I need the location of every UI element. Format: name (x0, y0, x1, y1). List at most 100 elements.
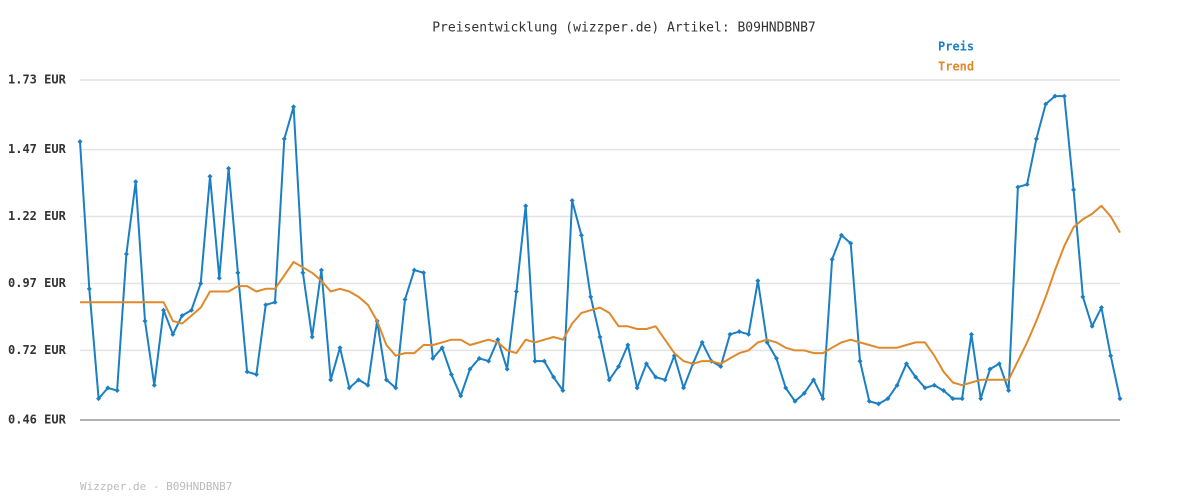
point-marker (383, 377, 389, 383)
y-tick-label: 0.72 EUR (8, 343, 67, 357)
point-marker (207, 173, 213, 179)
point-marker (346, 385, 352, 391)
point-marker (402, 297, 408, 303)
y-tick-label: 1.73 EUR (8, 73, 67, 87)
point-marker (866, 398, 872, 404)
legend-label: Preis (938, 40, 974, 54)
point-marker (486, 358, 492, 364)
point-marker (105, 385, 111, 391)
y-tick-label: 0.97 EUR (8, 276, 67, 290)
point-marker (291, 104, 297, 110)
point-marker (588, 294, 594, 300)
point-marker (476, 355, 482, 361)
point-marker (263, 302, 269, 308)
point-marker (643, 361, 649, 367)
point-marker (114, 388, 120, 394)
point-marker (272, 299, 278, 305)
point-marker (337, 345, 343, 351)
point-marker (1006, 388, 1012, 394)
point-marker (755, 278, 761, 284)
point-marker (179, 313, 185, 319)
point-marker (235, 270, 241, 276)
point-marker (300, 270, 306, 276)
point-marker (142, 318, 148, 324)
point-marker (736, 329, 742, 335)
point-marker (811, 377, 817, 383)
point-marker (133, 179, 139, 185)
point-marker (681, 385, 687, 391)
point-marker (792, 398, 798, 404)
point-marker (922, 385, 928, 391)
point-marker (504, 366, 510, 372)
point-marker (578, 232, 584, 238)
point-marker (606, 377, 612, 383)
series-line (80, 204, 1121, 387)
point-marker (968, 331, 974, 337)
point-marker (987, 366, 993, 372)
y-tick-label: 0.46 EUR (8, 413, 67, 427)
point-marker (1089, 323, 1095, 329)
point-marker (551, 374, 557, 380)
point-marker (718, 363, 724, 369)
point-marker (198, 280, 204, 286)
point-marker (393, 385, 399, 391)
point-marker (1043, 101, 1049, 107)
point-marker (1098, 305, 1104, 311)
point-marker (1061, 93, 1067, 99)
point-marker (1033, 136, 1039, 142)
point-marker (1071, 187, 1077, 193)
point-marker (1108, 353, 1114, 359)
y-tick-label: 1.22 EUR (8, 209, 67, 223)
point-marker (86, 286, 92, 292)
point-marker (876, 401, 882, 407)
point-marker (662, 377, 668, 383)
point-marker (244, 369, 250, 375)
point-marker (188, 307, 194, 313)
point-marker (996, 361, 1002, 367)
point-marker (216, 275, 222, 281)
point-marker (597, 334, 603, 340)
point-marker (931, 382, 937, 388)
point-marker (699, 339, 705, 345)
point-marker (328, 377, 334, 383)
point-marker (458, 393, 464, 399)
point-marker (1024, 181, 1030, 187)
point-marker (634, 385, 640, 391)
point-marker (430, 355, 436, 361)
point-marker (625, 342, 631, 348)
legend-label: Trend (938, 60, 974, 74)
point-marker (1052, 93, 1058, 99)
point-marker (820, 396, 826, 402)
point-marker (356, 377, 362, 383)
point-marker (959, 396, 965, 402)
point-marker (161, 307, 167, 313)
point-marker (411, 267, 417, 273)
point-marker (170, 331, 176, 337)
point-marker (838, 232, 844, 238)
point-marker (253, 371, 259, 377)
point-marker (801, 390, 807, 396)
point-marker (653, 374, 659, 380)
point-marker (848, 240, 854, 246)
point-marker (226, 165, 232, 171)
point-marker (978, 396, 984, 402)
point-marker (773, 355, 779, 361)
point-marker (894, 382, 900, 388)
point-marker (885, 396, 891, 402)
point-marker (950, 396, 956, 402)
point-marker (318, 267, 324, 273)
point-marker (903, 361, 909, 367)
point-marker (913, 374, 919, 380)
point-marker (513, 288, 519, 294)
point-marker (151, 382, 157, 388)
point-marker (727, 331, 733, 337)
point-marker (532, 358, 538, 364)
point-marker (96, 396, 102, 402)
point-marker (783, 385, 789, 391)
point-marker (569, 197, 575, 203)
footer: Wizzper.de - B09HNDBNB7 (80, 480, 232, 493)
point-marker (541, 358, 547, 364)
point-marker (365, 382, 371, 388)
point-marker (523, 203, 529, 209)
